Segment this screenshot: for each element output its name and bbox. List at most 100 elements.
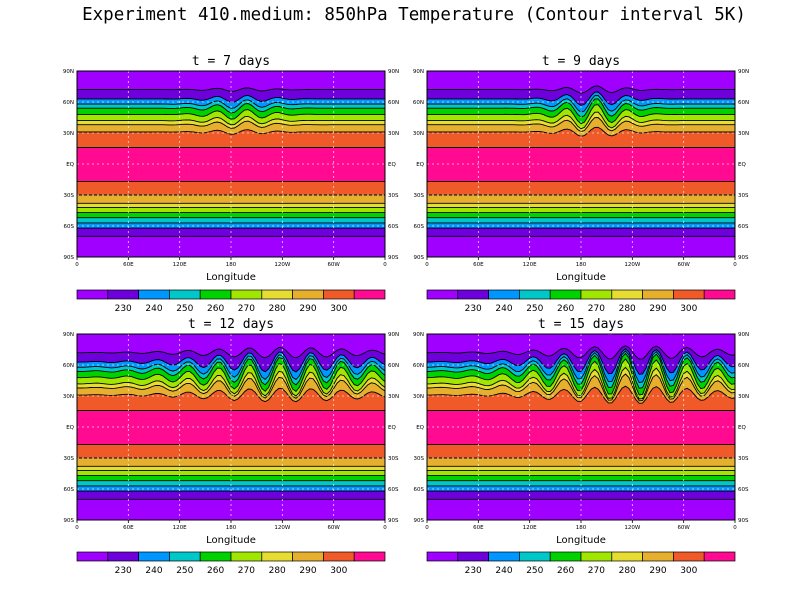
colorbar-label: 280: [619, 304, 636, 314]
y-tick-label-left: 90N: [413, 69, 424, 75]
colorbar-swatch: [353, 289, 386, 300]
colorbar-label: 270: [238, 304, 255, 314]
colorbar-label: 290: [649, 304, 666, 314]
contour-line: [427, 350, 735, 383]
x-axis-label: Longitude: [206, 272, 256, 283]
colorbar-swatch: [642, 289, 674, 300]
plot-area: [427, 71, 735, 257]
x-tick-label: 60E: [123, 525, 134, 531]
temperature-band: [427, 480, 735, 486]
y-tick-label-left: 60S: [64, 224, 75, 230]
colorbar-swatch: [519, 551, 551, 562]
temperature-band: [77, 458, 385, 467]
contour-line: [77, 115, 385, 126]
colorbar-swatch: [169, 551, 201, 562]
x-tick-label: 60W: [327, 525, 340, 531]
temperature-band: [77, 410, 385, 445]
temperature-band: [77, 129, 385, 148]
colorbar-swatch: [230, 551, 263, 562]
colorbar-swatch: [76, 551, 109, 562]
y-tick-label-right: 60N: [738, 363, 749, 369]
temperature-band: [427, 444, 735, 458]
temperature-band: [427, 359, 735, 399]
colorbar: 230 240 250 260 270 280 290 300: [426, 551, 736, 576]
y-tick-label-right: 90N: [738, 69, 749, 75]
temperature-band: [77, 116, 385, 129]
y-tick-label-left: EQ: [416, 425, 424, 431]
temperature-band: [427, 217, 735, 223]
colorbar-swatch: [457, 289, 489, 300]
y-tick-label-right: 60S: [388, 487, 399, 493]
temperature-band: [427, 334, 735, 360]
y-tick-label-left: EQ: [66, 425, 74, 431]
y-tick-label-right: 30N: [738, 131, 749, 137]
colorbar-label: 250: [526, 304, 543, 314]
contour-line: [427, 345, 735, 360]
temperature-band: [77, 354, 385, 385]
y-tick-label-right: 30S: [388, 193, 399, 199]
colorbar-swatch: [703, 289, 736, 300]
y-tick-label-right: EQ: [738, 162, 746, 168]
temperature-band: [77, 377, 385, 402]
y-tick-label-right: 60S: [738, 224, 749, 230]
panel-title: t = 15 days: [538, 317, 624, 332]
x-tick-label: 180: [576, 525, 587, 531]
temperature-band: [77, 181, 385, 195]
x-axis-label: Longitude: [556, 535, 606, 546]
colorbar-label: 230: [465, 566, 482, 576]
y-tick-label-right: EQ: [388, 425, 396, 431]
x-tick-label: 0: [383, 262, 387, 268]
y-tick-label-left: 90N: [63, 332, 74, 338]
y-tick-label-left: 60N: [63, 363, 74, 369]
temperature-band: [77, 147, 385, 182]
colorbar-label: 280: [269, 304, 286, 314]
colorbar: 230 240 250 260 270 280 290 300: [76, 551, 386, 576]
temperature-band: [77, 475, 385, 481]
contour-line: [427, 348, 735, 375]
temperature-band: [77, 371, 385, 399]
x-tick-label: 60W: [677, 525, 690, 531]
colorbar-swatch: [673, 289, 705, 300]
x-tick-label: 120W: [624, 525, 640, 531]
colorbar: 230 240 250 260 270 280 290 300: [76, 289, 386, 314]
temperature-band: [427, 222, 735, 229]
x-axis-label: Longitude: [206, 535, 256, 546]
panels-group: t = 7 days 0 60E 120E 180 120W 60W 0 90N 60N 30N EQ…: [63, 54, 749, 576]
colorbar-label: 270: [588, 304, 605, 314]
temperature-band: [427, 181, 735, 195]
colorbar-label: 240: [495, 566, 512, 576]
contour-line: [77, 109, 385, 120]
x-tick-label: 180: [576, 262, 587, 268]
y-tick-label-right: 60N: [388, 100, 399, 106]
colorbar-label: 250: [526, 566, 543, 576]
x-tick-label: 0: [75, 262, 79, 268]
temperature-band: [77, 207, 385, 213]
colorbar-label: 300: [680, 304, 697, 314]
colorbar-label: 270: [238, 566, 255, 576]
y-tick-label-left: 60N: [413, 100, 424, 106]
temperature-band: [427, 203, 735, 208]
x-tick-label: 60W: [327, 262, 340, 268]
y-tick-label-right: 90S: [388, 255, 399, 261]
colorbar-swatch: [549, 551, 582, 562]
colorbar-label: 240: [145, 566, 162, 576]
y-tick-label-left: 60N: [413, 363, 424, 369]
colorbar-label: 290: [649, 566, 666, 576]
y-tick-label-right: 90S: [738, 518, 749, 524]
temperature-band: [77, 357, 385, 392]
contour-line: [427, 111, 735, 130]
y-tick-label-right: EQ: [738, 425, 746, 431]
y-tick-label-right: 30S: [738, 456, 749, 462]
x-tick-label: 0: [383, 525, 387, 531]
colorbar-label: 260: [207, 304, 224, 314]
temperature-band: [77, 470, 385, 476]
y-tick-label-left: 60S: [64, 487, 75, 493]
temperature-band: [427, 367, 735, 401]
colorbar-swatch: [138, 289, 170, 300]
y-tick-label-left: 30S: [64, 193, 75, 199]
colorbar-label: 250: [176, 304, 193, 314]
temperature-band: [427, 374, 735, 404]
y-tick-label-right: 60S: [388, 224, 399, 230]
y-tick-label-right: EQ: [388, 162, 396, 168]
colorbar-label: 270: [588, 566, 605, 576]
